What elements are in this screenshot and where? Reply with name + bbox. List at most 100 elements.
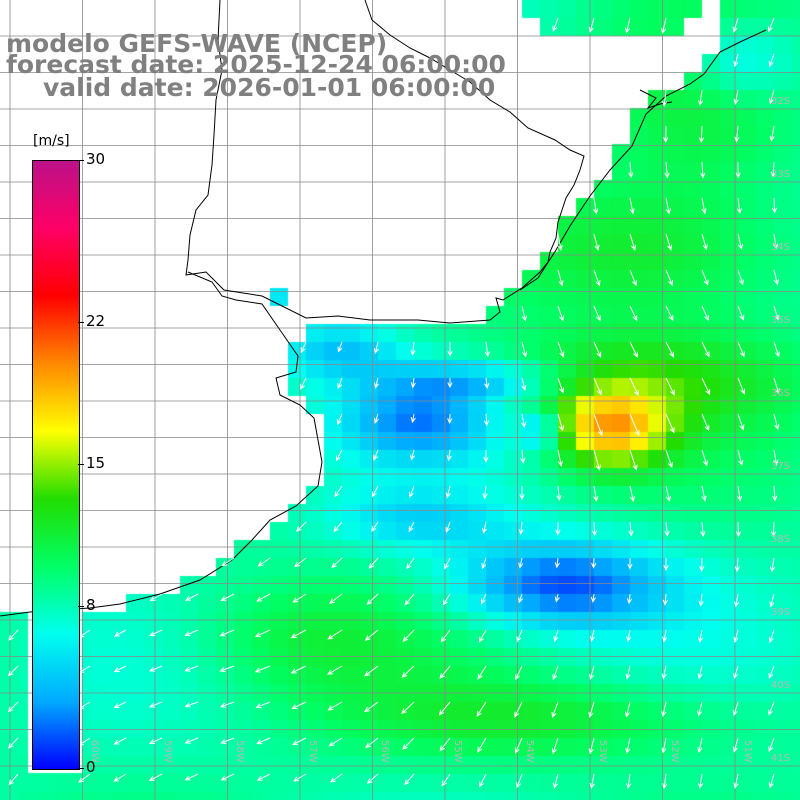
wind-arrow [337, 377, 343, 390]
wind-arrow [113, 701, 127, 709]
colorbar-tick-mark [78, 464, 84, 465]
wind-arrow [256, 593, 271, 602]
wind-arrow [8, 629, 19, 641]
wind-arrow [518, 557, 524, 569]
wind-arrow [699, 557, 705, 572]
wind-arrow [735, 521, 741, 538]
wind-arrow [767, 17, 775, 33]
longitude-label: 58W [234, 740, 245, 763]
wind-arrow [733, 53, 739, 68]
coastline-hook [639, 89, 673, 110]
wind-arrow [337, 341, 343, 353]
wind-arrow [557, 269, 564, 287]
wind-arrow [516, 629, 523, 643]
wind-arrow [593, 377, 602, 396]
wind-arrow [366, 773, 379, 784]
model-title: modelo GEFS-WAVE (NCEP) [6, 29, 388, 58]
wind-arrow [149, 629, 163, 637]
wind-arrow [701, 485, 707, 502]
wind-arrow [661, 701, 667, 718]
wind-arrow [364, 701, 379, 713]
wind-arrow [439, 665, 451, 679]
wind-arrow [662, 89, 668, 107]
wind-arrow [629, 305, 638, 322]
wind-arrow [373, 341, 379, 355]
wind-arrow [113, 737, 127, 745]
longitude-label: 53W [596, 740, 608, 763]
wind-arrow [773, 305, 780, 321]
wind-arrow [771, 197, 778, 214]
wind-arrow [773, 449, 779, 466]
wind-arrow [113, 665, 127, 673]
wind-arrow [588, 701, 595, 718]
wind-arrow [479, 773, 487, 788]
wind-arrow [662, 629, 668, 643]
wind-arrow [149, 593, 163, 602]
wind-arrow [184, 665, 199, 672]
wind-arrow [628, 161, 634, 179]
wind-arrow [628, 521, 634, 537]
wind-arrow [520, 449, 526, 464]
wind-arrow [477, 665, 487, 680]
longitude-label: 52W [669, 740, 680, 763]
wind-arrow [410, 377, 416, 389]
wind-arrow [737, 305, 745, 321]
wind-arrow [371, 521, 379, 533]
wind-arrow [701, 341, 710, 358]
wind-arrow [373, 449, 379, 461]
wind-arrow [768, 773, 775, 789]
wind-arrow [401, 665, 415, 678]
wind-arrow [476, 701, 487, 717]
wind-arrow [219, 665, 235, 672]
wind-arrow [149, 665, 163, 672]
wind-arrow [552, 17, 559, 32]
wind-arrow [590, 593, 597, 603]
wind-arrow [148, 773, 163, 781]
colorbar-tick-mark [78, 322, 84, 324]
wind-arrow [254, 665, 271, 673]
wind-arrow [327, 701, 343, 711]
wind-arrow [478, 629, 487, 643]
wind-arrow [329, 593, 343, 604]
wind-arrow [553, 629, 559, 643]
wind-arrow [290, 665, 307, 674]
wind-arrow [554, 593, 560, 603]
wind-arrow [698, 593, 704, 607]
colorbar-tick-label: 22 [86, 312, 106, 331]
wind-arrow [7, 665, 19, 677]
wind-arrow [557, 413, 565, 432]
latitude-label: 35S [771, 315, 791, 326]
wind-arrow [661, 17, 667, 35]
wind-arrow [697, 629, 704, 643]
wind-arrow [521, 341, 528, 358]
colorbar-tick-mark [78, 160, 84, 161]
wind-arrow [554, 557, 561, 569]
wind-arrow [149, 701, 163, 708]
wind-arrow [629, 233, 637, 251]
wind-arrow [734, 593, 740, 608]
wind-arrow [477, 737, 487, 753]
wind-arrow [593, 305, 601, 322]
wind-arrow [588, 737, 595, 755]
wind-arrow [629, 269, 637, 287]
wind-arrow [7, 701, 19, 713]
wind-arrow [481, 557, 487, 570]
wind-arrow [589, 629, 595, 643]
wind-arrow [300, 377, 307, 390]
wind-arrow [625, 17, 631, 34]
longitude-label: 54W [524, 740, 535, 763]
wind-arrow [410, 413, 416, 424]
wind-arrow [732, 701, 739, 717]
wind-arrow [557, 233, 563, 251]
wind-arrow [402, 737, 415, 750]
wind-arrow [365, 737, 379, 749]
wind-arrow [438, 701, 451, 716]
wind-arrow [701, 233, 708, 251]
wind-arrow [483, 449, 489, 463]
wind-arrow [484, 341, 490, 358]
colorbar-tick-label: 8 [86, 595, 96, 614]
wind-arrow [773, 341, 780, 358]
wind-arrow [629, 485, 635, 503]
wind-arrow [769, 557, 776, 573]
